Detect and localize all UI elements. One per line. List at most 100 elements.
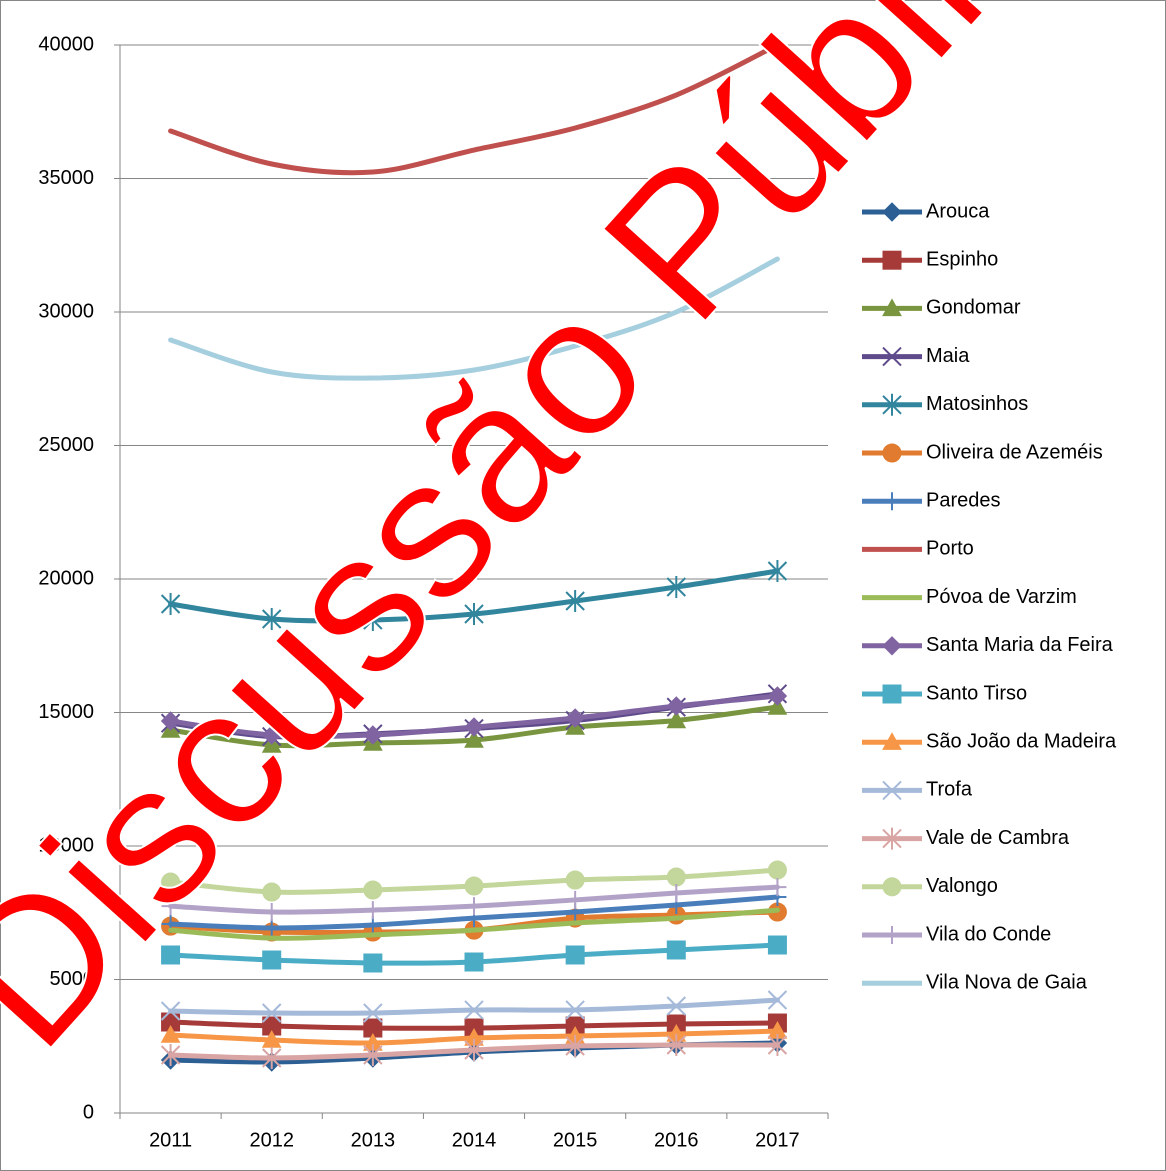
legend-label: Espinho [926, 248, 998, 270]
marker [464, 1000, 484, 1020]
marker [565, 945, 585, 965]
legend-marker [882, 877, 902, 897]
marker [767, 1034, 788, 1056]
marker [262, 882, 282, 902]
marker [566, 890, 585, 909]
legend-marker [882, 827, 902, 850]
marker [767, 696, 788, 715]
marker [464, 603, 484, 626]
marker [565, 708, 585, 728]
y-tick-label: 25000 [38, 434, 94, 456]
marker [160, 1044, 181, 1067]
marker [666, 1034, 686, 1056]
legend-marker [882, 443, 902, 463]
x-tick-label: 2012 [249, 1129, 294, 1151]
y-tick-label: 35000 [38, 167, 94, 189]
marker [262, 903, 281, 922]
marker [666, 576, 686, 599]
legend-marker [882, 298, 902, 317]
x-tick-label: 2016 [654, 1129, 699, 1151]
marker [767, 559, 788, 582]
legend-label: Maia [926, 345, 970, 367]
marker [160, 711, 181, 731]
marker [363, 901, 382, 920]
marker [262, 607, 282, 630]
legend-label: Valongo [926, 875, 998, 897]
legend-label: Vale de Cambra [926, 827, 1070, 849]
legend-label: Porto [926, 538, 974, 560]
legend-marker [882, 732, 902, 750]
marker [160, 1024, 181, 1043]
x-tick-label: 2015 [553, 1129, 598, 1151]
marker [464, 1038, 484, 1061]
marker [262, 725, 282, 745]
marker [565, 1035, 585, 1058]
marker [465, 897, 483, 916]
marker [464, 952, 484, 972]
legend-label: Santo Tirso [926, 682, 1027, 704]
marker [767, 935, 787, 955]
legend-label: Trofa [926, 779, 973, 801]
marker [768, 878, 787, 897]
marker [666, 996, 686, 1016]
legend-label: Paredes [926, 489, 1001, 511]
legend-marker [882, 636, 902, 656]
legend-label: Vila do Conde [926, 923, 1051, 945]
legend-marker [882, 393, 902, 416]
series-line [168, 42, 780, 176]
legend-label: São João da Madeira [926, 730, 1117, 752]
marker [160, 592, 181, 615]
marker [565, 1000, 585, 1020]
marker [464, 717, 484, 737]
marker [666, 710, 687, 729]
legend-marker [882, 684, 902, 704]
legend: Arouca Espinho Gondomar Maia Matosinhos Olive… [862, 200, 1117, 993]
x-tick-label: 2017 [755, 1129, 800, 1151]
marker [161, 897, 180, 916]
marker [262, 950, 282, 970]
marker [767, 990, 788, 1010]
marker [565, 590, 585, 613]
legend-marker [883, 926, 901, 944]
legend-marker [882, 780, 902, 801]
marker [363, 1003, 383, 1023]
marker [767, 860, 787, 880]
marker [363, 880, 383, 900]
marker [464, 876, 484, 896]
marker [160, 1001, 181, 1021]
marker [666, 867, 686, 887]
legend-label: Vila Nova de Gaia [926, 971, 1088, 993]
marker [363, 953, 383, 973]
series-line [168, 256, 780, 381]
legend-label: Arouca [926, 200, 990, 222]
legend-marker [882, 250, 902, 270]
marker [363, 609, 383, 632]
y-tick-label: 40000 [38, 33, 94, 55]
y-tick-label: 30000 [38, 300, 94, 322]
y-tick-label: 10000 [38, 834, 94, 856]
marker [262, 918, 281, 937]
marker [262, 1047, 282, 1069]
x-tick-label: 2011 [149, 1129, 192, 1151]
legend-label: Gondomar [926, 297, 1021, 319]
x-tick-label: 2014 [452, 1129, 497, 1151]
legend-marker [882, 202, 902, 222]
marker [565, 870, 585, 890]
y-tick-label: 0 [83, 1101, 94, 1123]
marker [262, 1003, 282, 1023]
legend-label: Matosinhos [926, 393, 1028, 415]
marker [161, 945, 181, 965]
legend-marker [883, 492, 901, 511]
marker [666, 696, 686, 716]
x-tick-label: 2013 [351, 1129, 396, 1151]
legend-label: Santa Maria da Feira [926, 634, 1114, 656]
marker [767, 686, 788, 706]
legend-label: Póvoa de Varzim [926, 586, 1077, 608]
marker [363, 1044, 383, 1067]
marker [464, 729, 484, 748]
marker [667, 883, 686, 902]
y-tick-label: 15000 [38, 701, 94, 723]
marker [363, 725, 383, 745]
